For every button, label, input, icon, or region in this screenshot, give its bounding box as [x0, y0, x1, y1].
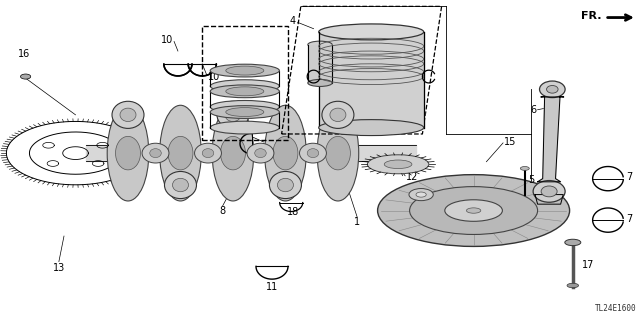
- Ellipse shape: [308, 79, 332, 86]
- Text: 10: 10: [161, 35, 173, 45]
- Ellipse shape: [467, 208, 481, 213]
- Ellipse shape: [120, 108, 136, 122]
- Ellipse shape: [210, 80, 280, 93]
- Text: 3: 3: [317, 52, 323, 63]
- Polygon shape: [538, 96, 564, 182]
- Ellipse shape: [142, 143, 169, 163]
- Text: 5: 5: [528, 175, 534, 185]
- Ellipse shape: [210, 100, 280, 113]
- Text: 4: 4: [402, 81, 408, 91]
- Ellipse shape: [220, 137, 245, 170]
- Ellipse shape: [150, 149, 161, 158]
- Circle shape: [20, 74, 31, 79]
- Ellipse shape: [319, 24, 424, 40]
- Ellipse shape: [273, 137, 298, 170]
- Text: 6: 6: [530, 105, 536, 115]
- Ellipse shape: [445, 200, 502, 221]
- Text: 13: 13: [52, 263, 65, 273]
- Ellipse shape: [409, 189, 433, 201]
- Text: 7: 7: [626, 213, 632, 224]
- Text: 14: 14: [430, 199, 442, 209]
- Ellipse shape: [317, 105, 359, 201]
- Ellipse shape: [195, 143, 221, 163]
- Polygon shape: [535, 195, 563, 204]
- Ellipse shape: [300, 143, 326, 163]
- Text: 9: 9: [234, 149, 240, 159]
- Bar: [202, 26, 288, 140]
- Ellipse shape: [384, 160, 412, 168]
- Ellipse shape: [330, 108, 346, 122]
- Ellipse shape: [247, 143, 274, 163]
- Ellipse shape: [217, 101, 249, 129]
- Text: 17: 17: [582, 260, 595, 270]
- Ellipse shape: [265, 105, 307, 201]
- Ellipse shape: [322, 101, 354, 129]
- Ellipse shape: [212, 105, 253, 201]
- Ellipse shape: [115, 137, 141, 170]
- Text: 10: 10: [208, 71, 220, 82]
- Text: 4: 4: [289, 16, 296, 26]
- Ellipse shape: [533, 181, 565, 202]
- Ellipse shape: [107, 105, 149, 201]
- Ellipse shape: [540, 81, 565, 98]
- Text: 16: 16: [18, 49, 30, 59]
- Ellipse shape: [564, 239, 581, 246]
- Ellipse shape: [416, 192, 426, 197]
- Ellipse shape: [269, 171, 301, 198]
- Text: 1: 1: [354, 217, 360, 227]
- Ellipse shape: [567, 283, 579, 288]
- Ellipse shape: [226, 108, 264, 116]
- Ellipse shape: [226, 66, 264, 75]
- Ellipse shape: [226, 87, 264, 96]
- Ellipse shape: [210, 64, 280, 77]
- Ellipse shape: [168, 137, 193, 170]
- Text: FR.: FR.: [581, 11, 602, 21]
- Ellipse shape: [210, 121, 280, 134]
- Ellipse shape: [520, 167, 529, 170]
- Text: 11: 11: [266, 282, 278, 292]
- Ellipse shape: [164, 171, 196, 198]
- Text: 15: 15: [504, 137, 516, 147]
- Text: TL24E1600: TL24E1600: [595, 304, 637, 313]
- Text: 7: 7: [626, 172, 632, 182]
- Ellipse shape: [225, 108, 241, 122]
- Ellipse shape: [255, 149, 266, 158]
- Text: 12: 12: [406, 172, 419, 182]
- Text: 8: 8: [220, 205, 226, 216]
- Ellipse shape: [202, 149, 214, 158]
- Ellipse shape: [378, 175, 570, 246]
- Ellipse shape: [210, 106, 280, 118]
- Ellipse shape: [112, 101, 144, 129]
- Text: 2: 2: [266, 142, 272, 152]
- Ellipse shape: [367, 155, 429, 174]
- Ellipse shape: [410, 187, 538, 234]
- Ellipse shape: [547, 85, 558, 93]
- Ellipse shape: [308, 41, 332, 48]
- Text: 18: 18: [287, 207, 300, 217]
- Ellipse shape: [173, 178, 188, 192]
- Ellipse shape: [307, 149, 319, 158]
- Ellipse shape: [159, 105, 201, 201]
- Ellipse shape: [210, 85, 280, 98]
- Ellipse shape: [278, 178, 293, 192]
- Ellipse shape: [319, 120, 424, 136]
- Ellipse shape: [326, 137, 351, 170]
- Ellipse shape: [541, 186, 557, 197]
